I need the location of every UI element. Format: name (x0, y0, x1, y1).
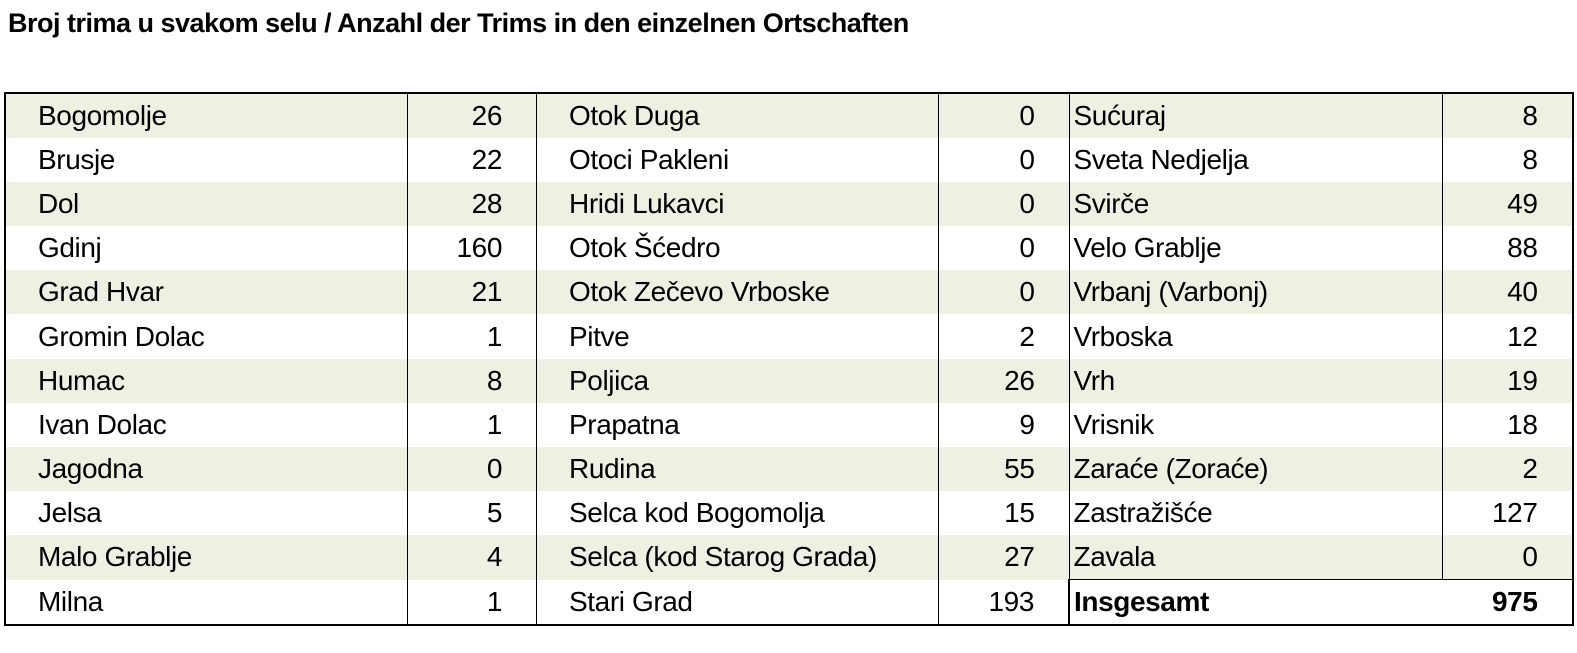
table-row: Gdinj 160 Otok Šćedro 0 Velo Grablje 88 (5, 226, 1573, 271)
place-name: Selca (kod Starog Grada) (536, 534, 939, 580)
trim-count: 0 (938, 270, 1070, 315)
trim-count: 21 (407, 270, 537, 315)
place-name: Ivan Dolac (5, 402, 408, 447)
trim-count: 8 (407, 358, 537, 403)
trim-count: 19 (1442, 358, 1573, 403)
place-name: Prapatna (536, 402, 939, 447)
place-name: Gromin Dolac (5, 314, 408, 359)
trim-count: 55 (938, 446, 1070, 491)
trim-count: 0 (938, 138, 1070, 183)
trim-count: 26 (938, 358, 1070, 403)
place-name: Malo Grablje (5, 534, 408, 580)
place-name: Hridi Lukavci (536, 182, 939, 227)
table-row: Ivan Dolac 1 Prapatna 9 Vrisnik 18 (5, 402, 1573, 447)
trim-count: 88 (1507, 232, 1538, 264)
place-name: Dol (5, 182, 408, 227)
place-name: Milna (5, 579, 408, 626)
trim-count: 4 (407, 534, 537, 580)
place-name: Jagodna (5, 446, 408, 491)
place-name: Rudina (536, 446, 939, 491)
trim-count: 0 (938, 93, 1070, 139)
trim-count: 2 (938, 314, 1070, 359)
place-name: Gdinj (5, 226, 408, 271)
table-row: Jelsa 5 Selca kod Bogomolja 15 Zastražišće 12… (5, 490, 1573, 535)
place-name: Zavala (1069, 534, 1443, 580)
table-row: Brusje 22 Otoci Pakleni 0 Sveta Nedjelja 8 (5, 138, 1573, 183)
trim-count: 1 (407, 402, 537, 447)
place-name: Selca kod Bogomolja (536, 490, 939, 535)
place-name: Vrboska (1069, 314, 1443, 359)
place-name: Otok Duga (536, 93, 939, 139)
village-table: Bogomolje 26 Otok Duga 0 Sućuraj 8 Brusje 22 Oto… (4, 92, 1574, 627)
trim-count: 1 (407, 314, 537, 359)
place-name: Grad Hvar (5, 270, 408, 315)
place-name: Otoci Pakleni (536, 138, 939, 183)
table-row: Grad Hvar 21 Otok Zečevo Vrboske 0 Vrbanj (V… (5, 270, 1573, 315)
place-name: Poljica (536, 358, 939, 403)
table-row: Humac 8 Poljica 26 Vrh 19 (5, 358, 1573, 403)
place-name: Zastražišće (1069, 490, 1443, 535)
trim-count: 5 (407, 490, 537, 535)
trim-count: 2 (1442, 446, 1573, 491)
place-name: Insgesamt (1068, 579, 1442, 626)
table-row: Jagodna 0 Rudina 55 Zaraće (Zoraće) 2 (5, 446, 1573, 491)
table-row: Bogomolje 26 Otok Duga 0 Sućuraj 8 (5, 93, 1573, 139)
place-name: Svirče (1069, 182, 1443, 227)
place-name: Humac (5, 358, 408, 403)
table-body: Bogomolje 26 Otok Duga 0 Sućuraj 8 Brusje 22 Oto… (5, 93, 1573, 626)
place-name: Sućuraj (1069, 93, 1443, 139)
place-name: Brusje (5, 138, 408, 183)
place-name: Stari Grad (536, 579, 939, 626)
trim-count: 26 (407, 93, 537, 139)
trim-count: 0 (938, 182, 1070, 227)
table-row: Dol 28 Hridi Lukavci 0 Svirče 49 (5, 182, 1573, 227)
trim-count: 28 (407, 182, 537, 227)
place-name: Zaraće (Zoraće) (1069, 446, 1443, 491)
place-name: Velo Grablje (1069, 226, 1443, 271)
place-name: Pitve (536, 314, 939, 359)
table-row: Gromin Dolac 1 Pitve 2 Vrboska 12 (5, 314, 1573, 359)
trim-count: 8 (1522, 144, 1538, 176)
place-name: Bogomolje (5, 93, 408, 139)
title: Broj trima u svakom selu / Anzahl der Tr… (8, 8, 909, 38)
table-row: Malo Grablje 4 Selca (kod Starog Grada) 27 Z… (5, 534, 1573, 580)
trim-count: 127 (1491, 496, 1538, 528)
table-row: Milna 1 Stari Grad 193 Insgesamt 975 (5, 579, 1573, 626)
place-name: Vrisnik (1069, 402, 1443, 447)
place-name: Jelsa (5, 490, 408, 535)
trim-count: 193 (938, 579, 1070, 626)
place-name: Otok Zečevo Vrboske (536, 270, 939, 315)
trim-count: 9 (938, 402, 1070, 447)
trim-count: 160 (407, 226, 537, 271)
trim-count: 12 (1507, 320, 1538, 352)
place-name: Vrh (1069, 358, 1443, 403)
place-name: Sveta Nedjelja (1069, 138, 1443, 183)
trim-count: 8 (1442, 93, 1573, 139)
trim-count: 0 (1442, 534, 1573, 580)
trim-count: 27 (938, 534, 1070, 580)
trim-count: 975 (1442, 579, 1573, 626)
trim-count: 18 (1507, 408, 1538, 440)
trim-count: 0 (407, 446, 537, 491)
trim-count: 40 (1442, 270, 1573, 315)
trim-count: 22 (407, 138, 537, 183)
trim-count: 15 (938, 490, 1070, 535)
trim-count: 1 (407, 579, 537, 626)
trim-count: 49 (1442, 182, 1573, 227)
trim-count: 0 (938, 226, 1070, 271)
place-name: Vrbanj (Varbonj) (1069, 270, 1443, 315)
place-name: Otok Šćedro (536, 226, 939, 271)
